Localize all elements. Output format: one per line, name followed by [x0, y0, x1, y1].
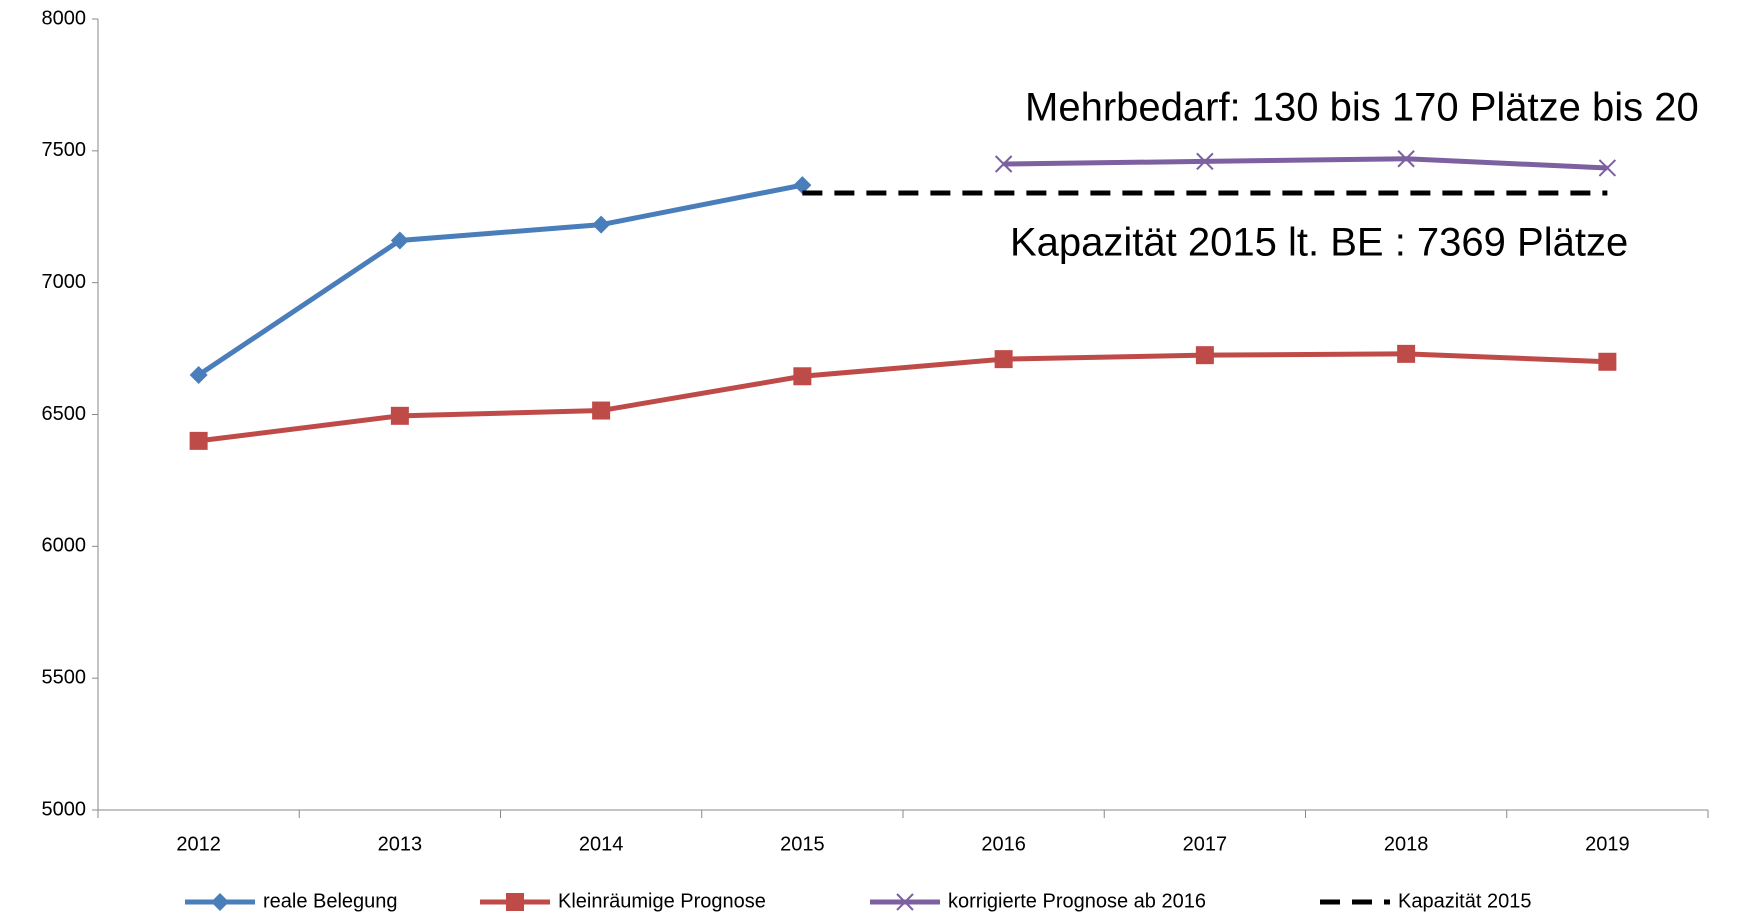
marker [1397, 344, 1416, 363]
marker [390, 406, 409, 425]
series-line [1003, 156, 1608, 171]
marker [390, 231, 409, 250]
marker [506, 893, 524, 911]
marker [211, 893, 229, 911]
annotation: Mehrbedarf: 130 bis 170 Plätze bis 20 [1025, 86, 1699, 130]
x-tick-label: 2015 [780, 833, 825, 855]
x-tick-label: 2017 [1183, 833, 1228, 855]
marker [592, 401, 611, 420]
marker [793, 367, 812, 386]
marker [896, 893, 914, 911]
series-line [197, 182, 803, 378]
marker [1195, 346, 1214, 365]
marker [189, 365, 208, 384]
marker [1598, 352, 1617, 371]
marker [1397, 150, 1415, 168]
x-tick-label: 2016 [981, 833, 1026, 855]
legend-label: korrigierte Prognose ab 2016 [948, 890, 1206, 912]
y-tick-label: 7500 [42, 139, 87, 161]
x-tick-label: 2013 [378, 833, 423, 855]
y-tick-label: 8000 [42, 7, 87, 29]
x-tick-label: 2019 [1585, 833, 1630, 855]
series-line [198, 351, 1608, 444]
legend-label: Kleinräumige Prognose [558, 890, 766, 912]
marker [1598, 159, 1617, 177]
y-tick-label: 7000 [42, 271, 87, 293]
marker [189, 431, 208, 450]
marker [994, 155, 1013, 173]
marker [592, 215, 611, 234]
legend-label: reale Belegung [263, 890, 398, 912]
legend-label: Kapazität 2015 [1398, 890, 1531, 912]
y-tick-label: 5000 [42, 798, 87, 820]
x-tick-label: 2018 [1384, 833, 1429, 855]
annotation: Kapazität 2015 lt. BE : 7369 Plätze [1010, 221, 1628, 265]
y-tick-label: 5500 [42, 666, 87, 688]
x-tick-label: 2012 [176, 833, 221, 855]
marker [994, 350, 1013, 369]
x-tick-label: 2014 [579, 833, 624, 855]
y-tick-label: 6500 [42, 403, 87, 425]
y-tick-label: 6000 [42, 535, 87, 557]
marker [793, 176, 812, 195]
marker [1196, 152, 1214, 171]
